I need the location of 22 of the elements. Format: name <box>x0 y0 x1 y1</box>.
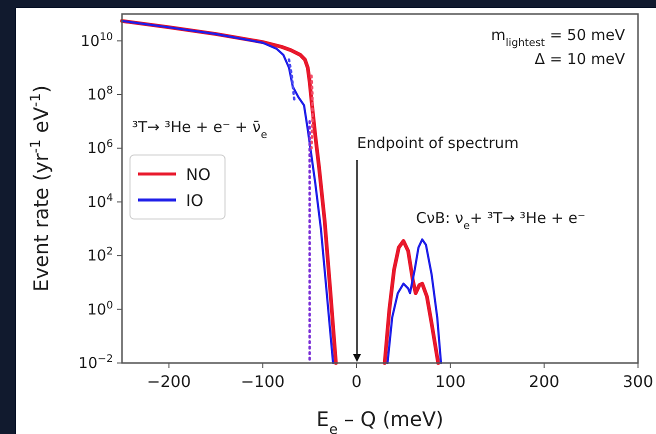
legend-label: IO <box>186 191 204 210</box>
y-tick-label: 10$^{4}$ <box>87 192 114 211</box>
x-tick-label: −100 <box>240 372 285 391</box>
x-tick-label: 0 <box>351 372 362 391</box>
legend-label: NO <box>186 165 211 184</box>
annotation: Endpoint of spectrum <box>357 134 519 152</box>
line-series <box>310 74 314 150</box>
x-tick-label: −200 <box>146 372 191 391</box>
y-tick-label: 10$^{10}$ <box>80 30 113 50</box>
y-tick-label: 10$^{−2}$ <box>78 353 113 372</box>
x-tick-label: 200 <box>528 372 560 391</box>
x-axis-title: E$_{e}$ – Q (meV) <box>316 407 444 434</box>
y-tick-label: 10$^{2}$ <box>87 246 113 265</box>
annotation: CνB: ν$_{e}$+ ³T→ ³He + e⁻ <box>416 209 586 232</box>
y-tick-label: 10$^{6}$ <box>87 138 114 158</box>
y-tick-label: 10$^{0}$ <box>87 299 113 318</box>
annotation: m$_{lightest}$ = 50 meV <box>490 26 626 49</box>
x-tick-label: 100 <box>435 372 466 391</box>
x-tick-label: 300 <box>622 372 654 391</box>
annotation: ³T→ ³He + e⁻ + ν̄$_{e}$ <box>132 118 268 141</box>
y-tick-label: 10$^{8}$ <box>87 84 113 104</box>
annotation: Δ = 10 meV <box>534 50 626 68</box>
